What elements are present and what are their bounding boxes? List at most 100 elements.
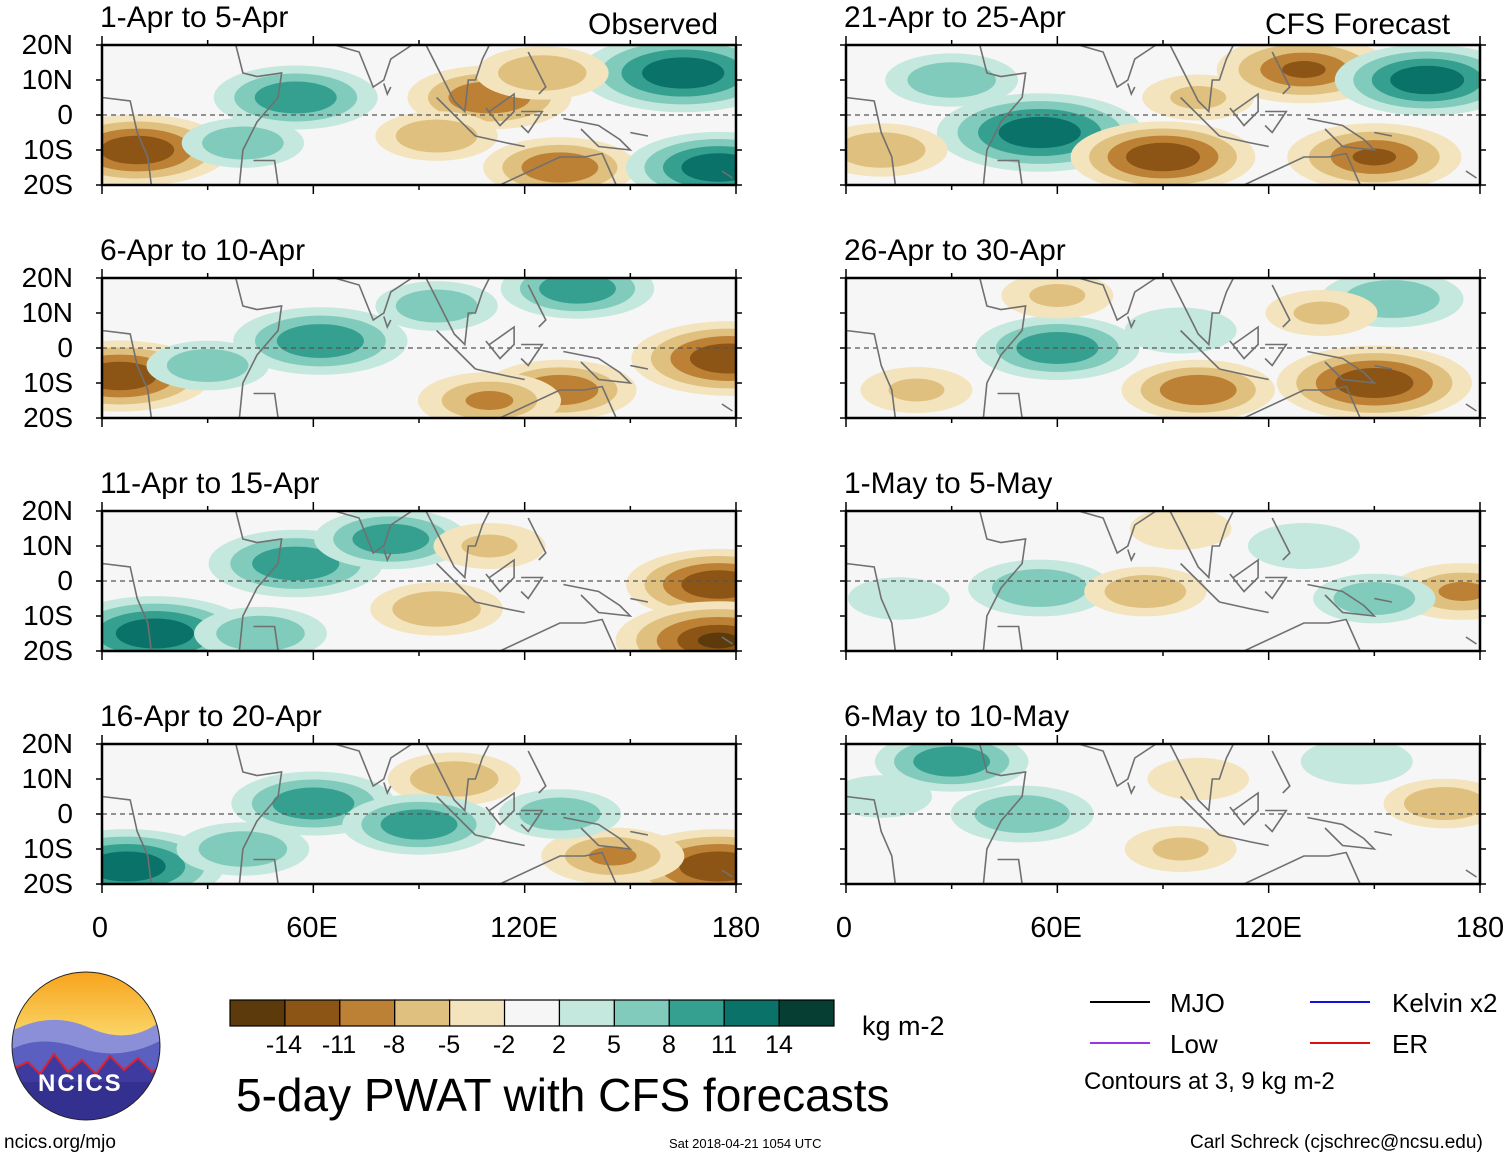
panel-tag-forecast: CFS Forecast bbox=[1265, 8, 1451, 41]
coastline bbox=[102, 278, 153, 418]
colorbar-tick-label: -14 bbox=[265, 1031, 303, 1059]
colorbar-cell bbox=[723, 999, 780, 1027]
panel-title-6: 26-Apr to 30-Apr bbox=[844, 234, 1066, 267]
xtick-label-left-180: 180 bbox=[711, 912, 761, 944]
coastline bbox=[425, 45, 491, 114]
coastline bbox=[425, 744, 491, 813]
coastline bbox=[1243, 851, 1361, 884]
xtick-label-left-120e: 120E bbox=[490, 912, 558, 944]
panel-title-4: 16-Apr to 20-Apr bbox=[100, 700, 322, 733]
coastline bbox=[630, 364, 649, 370]
ytick-label: 20N bbox=[21, 29, 73, 60]
coastline bbox=[520, 343, 544, 367]
coastline bbox=[1374, 830, 1393, 836]
ytick-label: 10S bbox=[23, 833, 73, 864]
contour-note: Contours at 3, 9 kg m-2 bbox=[1084, 1068, 1335, 1095]
pwat-anomaly-2-level-4 bbox=[1179, 382, 1218, 398]
pwat-anomaly-2-level-4 bbox=[932, 753, 971, 770]
coastline bbox=[436, 795, 476, 836]
pwat-anomaly-6-level-2 bbox=[1275, 534, 1332, 558]
panel-title-1: 1-Apr to 5-Apr bbox=[100, 1, 289, 34]
pwat-anomaly-7-level-3 bbox=[187, 357, 229, 374]
coastline bbox=[1465, 403, 1477, 412]
coastline bbox=[235, 511, 283, 651]
coastline bbox=[979, 744, 1027, 884]
ytick-label: 10N bbox=[21, 64, 73, 95]
coastline bbox=[1229, 92, 1259, 127]
coastline bbox=[527, 517, 547, 561]
pwat-anomaly-2-level-5 bbox=[1144, 149, 1182, 165]
coastline bbox=[1169, 511, 1235, 580]
pwat-anomaly-1-level-5 bbox=[107, 859, 147, 874]
coastline bbox=[313, 45, 413, 89]
footer-url[interactable]: ncics.org/mjo bbox=[4, 1132, 116, 1153]
legend-swatch-mjo bbox=[1090, 1001, 1150, 1003]
panel-8 bbox=[840, 735, 1486, 893]
pwat-anomaly-6-level-3 bbox=[465, 391, 514, 410]
pwat-anomaly-1-level-5 bbox=[135, 626, 175, 641]
colorbar-cell bbox=[503, 999, 561, 1027]
coastline bbox=[1219, 834, 1269, 847]
pwat-anomaly-6-level-3 bbox=[414, 600, 459, 618]
coastline bbox=[436, 96, 476, 137]
coastline bbox=[846, 511, 897, 651]
panel-1 bbox=[96, 36, 742, 194]
ytick-label: 20S bbox=[23, 169, 73, 200]
coastline bbox=[383, 316, 392, 330]
colorbar bbox=[229, 999, 835, 1027]
coastline bbox=[1243, 385, 1361, 418]
panel-title-5: 21-Apr to 25-Apr bbox=[844, 1, 1066, 34]
coastline bbox=[1374, 131, 1393, 137]
pwat-anomaly-5-level-4 bbox=[371, 531, 411, 547]
coastline bbox=[1465, 636, 1477, 645]
pwat-anomaly-6-level-4 bbox=[399, 816, 439, 833]
pwat-anomaly-7-level-3 bbox=[859, 141, 904, 159]
ytick-label: 20S bbox=[23, 868, 73, 899]
main-title: 5-day PWAT with CFS forecasts bbox=[236, 1069, 890, 1121]
coastline bbox=[520, 110, 544, 134]
colorbar-tick-label: -8 bbox=[382, 1031, 406, 1059]
ytick-label: 0 bbox=[57, 565, 73, 596]
pwat-anomaly-2-level-4 bbox=[273, 555, 318, 572]
xtick-label-right-180: 180 bbox=[1455, 912, 1505, 944]
coastline bbox=[1180, 96, 1220, 137]
coastline bbox=[1180, 562, 1220, 603]
pwat-anomaly-8-level-2 bbox=[1170, 86, 1227, 109]
coastline bbox=[1127, 316, 1136, 330]
coastline bbox=[102, 45, 153, 185]
coastline bbox=[253, 159, 279, 185]
coastline bbox=[1127, 782, 1136, 796]
coastline bbox=[1180, 795, 1220, 836]
pwat-anomaly-5-level-4 bbox=[558, 280, 597, 297]
coastline bbox=[721, 636, 733, 645]
pwat-anomaly-4-level-5 bbox=[709, 351, 736, 366]
pwat-anomaly-2-level-4 bbox=[292, 795, 334, 812]
legend-label-kelvin: Kelvin x2 bbox=[1392, 988, 1498, 1018]
coastline bbox=[1169, 45, 1235, 114]
coastline bbox=[527, 750, 547, 794]
colorbar-cell bbox=[668, 999, 725, 1027]
pwat-anomaly-2-level-4 bbox=[275, 89, 317, 106]
legend-label-low: Low bbox=[1170, 1029, 1218, 1059]
coastline bbox=[1271, 51, 1291, 95]
panel-2 bbox=[96, 269, 742, 427]
panel-tag-observed: Observed bbox=[588, 8, 719, 41]
coastline bbox=[475, 135, 525, 148]
pwat-anomaly-7-level-2 bbox=[888, 378, 945, 402]
coastline bbox=[1307, 816, 1377, 851]
coastline bbox=[979, 45, 1027, 185]
coastline bbox=[253, 392, 279, 418]
coastline bbox=[1057, 45, 1157, 89]
coastline bbox=[102, 511, 153, 651]
coastline bbox=[1127, 549, 1136, 563]
coastline bbox=[1271, 517, 1291, 561]
colorbar-tick-label: -5 bbox=[437, 1031, 461, 1059]
ytick-label: 0 bbox=[57, 99, 73, 130]
colorbar-cell bbox=[558, 999, 615, 1027]
coastline bbox=[979, 511, 1027, 651]
coastline bbox=[313, 511, 413, 555]
coastline bbox=[563, 117, 633, 152]
colorbar-unit: kg m-2 bbox=[862, 1011, 945, 1041]
pwat-anomaly-3-level-3 bbox=[1424, 795, 1466, 812]
